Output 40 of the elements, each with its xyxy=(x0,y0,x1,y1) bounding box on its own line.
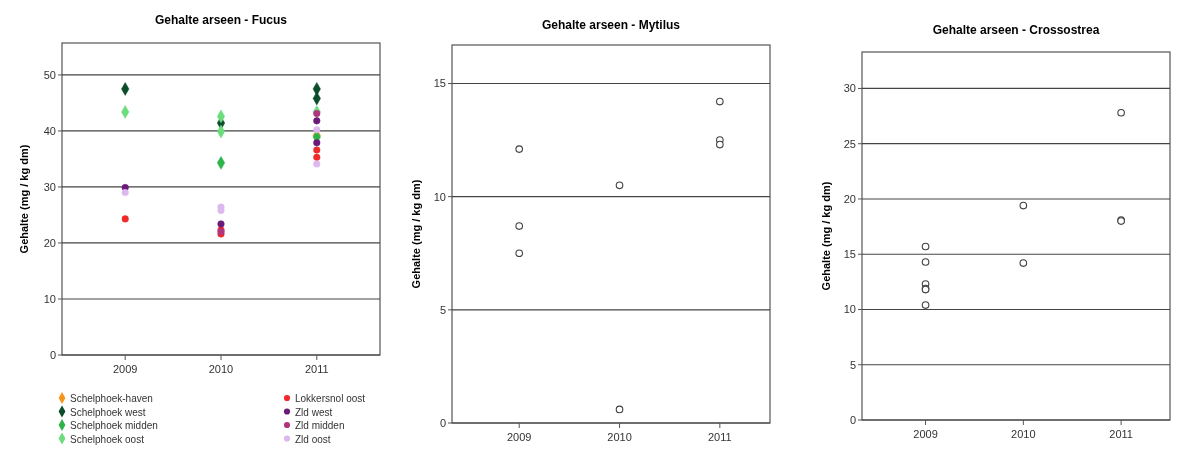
legend-label: Zld west xyxy=(295,406,333,418)
y-tick-label: 25 xyxy=(843,137,856,150)
legend-label: Lokkersnol oost xyxy=(295,393,366,404)
x-tick-label: 2009 xyxy=(112,363,138,375)
y-axis-title: Gehalte (mg / kg dm) xyxy=(820,181,832,291)
y-axis-title: Gehalte (mg / kg dm) xyxy=(18,144,30,254)
x-tick-label: 2011 xyxy=(708,431,732,443)
y-tick-label: 15 xyxy=(433,77,446,90)
legend-label: Schelphoek-haven xyxy=(70,393,153,404)
y-tick-label: 5 xyxy=(849,358,856,371)
y-tick-label: 30 xyxy=(843,82,856,95)
y-tick-label: 0 xyxy=(439,417,446,429)
legend-label: Schelphoek oost xyxy=(70,433,145,445)
x-tick-label: 2009 xyxy=(506,431,532,443)
y-tick-label: 10 xyxy=(843,303,856,316)
y-tick-label: 0 xyxy=(49,349,56,361)
x-tick-label: 2011 xyxy=(304,363,329,375)
x-tick-label: 2009 xyxy=(913,428,938,440)
chart-title: Gehalte arseen - Crossostrea xyxy=(932,23,1100,37)
legend-label: Schelphoek west xyxy=(70,406,146,418)
x-tick-label: 2010 xyxy=(208,363,234,375)
y-tick-label: 10 xyxy=(433,190,446,203)
legend-label: Schelphoek midden xyxy=(70,420,158,431)
y-tick-label: 30 xyxy=(43,180,56,193)
x-tick-label: 2010 xyxy=(607,431,632,443)
y-axis-title: Gehalte (mg / kg dm) xyxy=(410,179,422,289)
legend-label: Zld oost xyxy=(295,433,331,445)
chart-title: Gehalte arseen - Fucus xyxy=(154,13,288,27)
x-tick-label: 2011 xyxy=(1109,428,1133,440)
y-tick-label: 10 xyxy=(43,292,56,305)
y-tick-label: 15 xyxy=(843,248,856,261)
y-tick-label: 20 xyxy=(843,192,856,205)
y-tick-label: 20 xyxy=(43,236,56,249)
legend-label: Zld midden xyxy=(295,420,345,431)
y-tick-label: 50 xyxy=(43,68,56,81)
chart-title: Gehalte arseen - Mytilus xyxy=(541,18,681,32)
x-tick-label: 2010 xyxy=(1011,428,1036,440)
y-tick-label: 5 xyxy=(439,303,446,316)
y-tick-label: 0 xyxy=(849,414,856,426)
y-tick-label: 40 xyxy=(43,124,56,137)
